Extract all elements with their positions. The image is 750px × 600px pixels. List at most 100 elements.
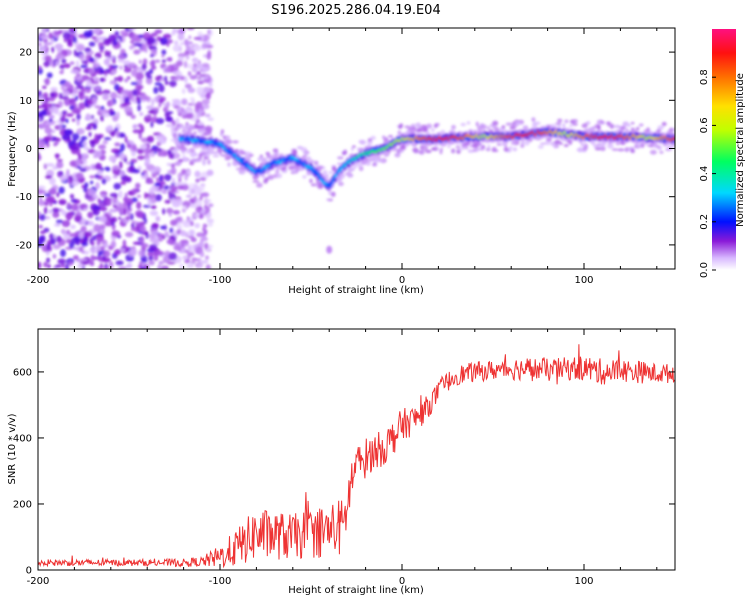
spectrogram-cell (65, 212, 74, 220)
spectrogram-cell (147, 252, 156, 257)
spectrogram-cell (130, 161, 134, 167)
spectrogram-cell (102, 199, 112, 207)
spectrogram-cell (58, 198, 67, 206)
spectrogram-cell (145, 71, 151, 77)
spectrogram-cell (102, 93, 110, 101)
spectrogram-cell (206, 169, 214, 176)
spectrogram-cell (75, 247, 81, 251)
spectrogram-cell (200, 260, 209, 264)
spectrogram-cell (61, 58, 67, 64)
spectrogram-cell (120, 248, 125, 253)
spectrogram-cell (67, 38, 73, 47)
spectrogram-cell (153, 254, 159, 261)
spectrogram-cell (66, 202, 71, 209)
colorbar-tick-label: 0.0 (699, 262, 710, 278)
spectrogram-cell (315, 183, 319, 187)
spectrogram-cell (493, 126, 499, 131)
spectrogram-cell (73, 86, 78, 95)
spectrogram-cell (158, 260, 165, 265)
spectrogram-cell (76, 113, 81, 121)
spectrogram-cell (167, 56, 173, 62)
spectrogram-cell (157, 238, 163, 242)
bottom-x-axis-label: Height of straight line (km) (288, 585, 424, 596)
spectrogram-cell (118, 266, 128, 269)
top-x-axis-label: Height of straight line (km) (288, 285, 424, 296)
bottom-y-axis-label: SNR (10 * v/v) (7, 413, 18, 484)
spectrogram-cell (44, 175, 53, 179)
spectrogram-cell (496, 143, 502, 146)
spectrogram-cell (46, 195, 55, 203)
spectrogram-cell (170, 163, 176, 168)
spectrogram-cell (60, 249, 67, 258)
spectrogram-cell (166, 239, 174, 245)
spectrogram-cell (331, 165, 337, 171)
spectrogram-cell (200, 185, 205, 192)
spectrogram-cell (186, 63, 194, 69)
spectrogram-cell (196, 264, 204, 268)
spectrogram-cell (181, 88, 186, 95)
spectrogram-cell (50, 87, 58, 92)
spectrogram-cell (197, 257, 202, 263)
spectrogram-cell (485, 147, 491, 152)
spectrogram-cell (130, 222, 135, 229)
spectrogram-cell (117, 94, 122, 99)
y-tick-label: 600 (13, 367, 32, 378)
spectrogram-cell (60, 210, 67, 216)
spectrogram-cell (205, 92, 211, 100)
spectrogram-cell (123, 90, 131, 94)
spectrogram-cell (85, 79, 92, 88)
spectrogram-cell (569, 120, 574, 124)
spectrogram-cell (139, 225, 147, 233)
spectrogram-cell (162, 190, 168, 194)
spectrogram-cell (64, 81, 70, 88)
spectrogram-cell (44, 126, 52, 134)
spectrogram-cell (195, 101, 203, 109)
spectrogram-cell (292, 165, 299, 169)
spectrogram-cell (185, 194, 193, 198)
spectrogram-cell (109, 91, 118, 100)
spectrogram-cell (101, 206, 107, 212)
spectrogram-cell (109, 64, 113, 72)
spectrogram-cell (178, 221, 182, 229)
spectrogram-cell (194, 108, 200, 113)
spectrogram-cell (124, 96, 131, 104)
spectrogram-cell (148, 187, 155, 196)
spectrogram-cell (38, 90, 42, 95)
spectrogram-cell (70, 224, 76, 230)
spectrogram-cell (171, 177, 176, 184)
spectrogram-cell (150, 168, 155, 174)
spectrogram-cell (48, 96, 56, 102)
spectrogram-cell (194, 258, 198, 262)
spectrogram-cell (65, 238, 72, 244)
spectrogram-cell (154, 147, 162, 152)
spectrogram-cell (113, 164, 120, 171)
x-tick-label: -100 (209, 275, 232, 286)
spectrogram-cell (63, 129, 73, 136)
spectrogram-cell (79, 203, 88, 209)
spectrogram-cell (174, 217, 182, 221)
spectrogram-cell (657, 125, 664, 130)
spectrogram-cell (85, 99, 94, 106)
spectrogram-cell (105, 110, 110, 114)
spectrogram-cell (201, 98, 210, 105)
spectrogram-cell (48, 32, 54, 40)
spectrogram-cell (181, 107, 185, 113)
spectrogram-cell (42, 28, 47, 35)
spectrogram-cell (151, 230, 159, 236)
spectrogram-cell (57, 29, 63, 34)
spectrogram-cell (288, 165, 294, 171)
spectrogram-cell (98, 201, 105, 208)
spectrogram-cell (200, 94, 207, 99)
spectrogram-cell (227, 162, 231, 167)
spectrogram-cell (59, 64, 65, 70)
spectrogram-cell (193, 131, 197, 135)
spectrogram-cell (164, 199, 172, 204)
spectrogram-cell (158, 84, 165, 93)
spectrogram-cell (68, 261, 74, 266)
spectrogram-cell (128, 62, 136, 67)
spectrogram-cell (132, 129, 141, 134)
spectrogram-cell (119, 30, 129, 35)
spectrogram-cell (78, 103, 83, 109)
y-tick-label: 0 (26, 144, 32, 155)
